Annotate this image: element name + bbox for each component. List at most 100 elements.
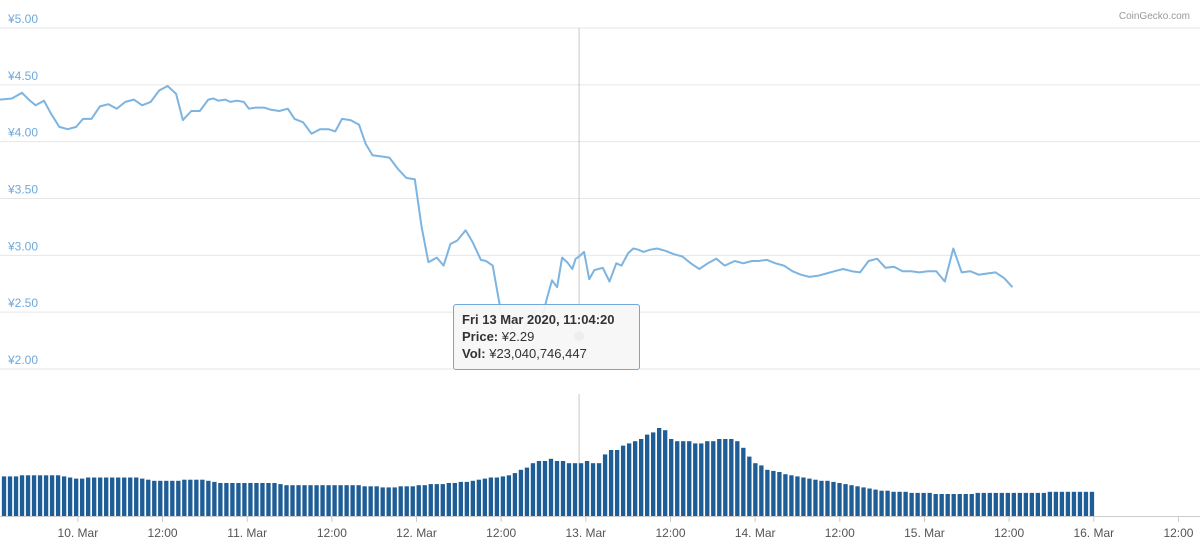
volume-bar [584, 461, 590, 516]
volume-bar [849, 485, 854, 516]
volume-bar [1005, 492, 1010, 516]
volume-bar [506, 475, 512, 516]
volume-bar [302, 485, 307, 516]
volume-bar [7, 476, 13, 516]
volume-bar [1089, 491, 1095, 516]
x-tick-label: 14. Mar [735, 526, 776, 540]
volume-bar [446, 483, 451, 516]
volume-bar [819, 480, 824, 516]
x-tick-label: 12:00 [486, 526, 516, 540]
volume-bar [801, 477, 806, 516]
volume-bar [626, 443, 632, 516]
volume-bar [98, 477, 103, 516]
volume-bar [13, 476, 19, 516]
x-tick-label: 13. Mar [565, 526, 606, 540]
volume-bar [735, 441, 740, 516]
volume-bar [711, 441, 716, 516]
volume-bar [92, 477, 97, 516]
volume-bar [308, 485, 313, 516]
volume-bar [669, 439, 674, 516]
x-tick-label: 12:00 [317, 526, 347, 540]
volume-bar [494, 477, 500, 516]
volume-bar [927, 492, 932, 516]
y-tick-label: ¥5.00 [7, 12, 38, 26]
volume-bar [110, 477, 115, 516]
volume-bar [939, 494, 944, 516]
volume-bar [470, 480, 476, 516]
volume-bar [999, 492, 1004, 516]
tooltip-date: Fri 13 Mar 2020, 11:04:20 [462, 311, 631, 328]
tooltip: Fri 13 Mar 2020, 11:04:20 Price: ¥2.29 V… [453, 304, 640, 370]
tooltip-date-text: Fri 13 Mar 2020, 11:04:20 [462, 312, 615, 327]
volume-bar [644, 434, 650, 516]
volume-bar [194, 479, 199, 516]
y-tick-label: ¥4.50 [7, 69, 38, 83]
x-tick-label: 12:00 [825, 526, 855, 540]
volume-bar [452, 483, 457, 516]
volume-bar [1029, 492, 1035, 516]
volume-bar [158, 480, 163, 516]
credit-label[interactable]: CoinGecko.com [1119, 11, 1190, 22]
volume-bar [1041, 492, 1047, 516]
volume-bar [440, 484, 445, 516]
volume-bar [771, 470, 776, 516]
volume-bar [717, 439, 722, 516]
volume-bar [236, 483, 241, 516]
x-tick-label: 10. Mar [58, 526, 99, 540]
volume-bar [831, 481, 836, 516]
volume-bar [464, 481, 469, 516]
volume-bar [25, 475, 31, 516]
volume-bar [693, 443, 698, 516]
volume-bar [723, 439, 728, 516]
volume-bar [921, 492, 926, 516]
volume-bar [759, 465, 764, 516]
volume-bar [813, 479, 818, 516]
volume-bar [891, 491, 896, 516]
volume-bar [795, 476, 800, 516]
y-tick-label: ¥3.50 [7, 183, 38, 197]
tooltip-vol-value: ¥23,040,746,447 [489, 346, 587, 361]
volume-bar [332, 485, 337, 516]
volume-bar [560, 461, 566, 516]
volume-bar [116, 477, 121, 516]
volume-bar [67, 477, 73, 516]
volume-bar [416, 485, 421, 516]
volume-bar [85, 477, 91, 516]
volume-bar [1035, 492, 1041, 516]
volume-bar [55, 475, 61, 516]
volume-bar [969, 494, 974, 516]
volume-bar [356, 485, 361, 516]
volume-bar [554, 461, 560, 516]
volume-bar [536, 461, 542, 516]
y-tick-label: ¥4.00 [7, 126, 38, 140]
volume-bar [122, 477, 127, 516]
volume-bar [458, 481, 463, 516]
tooltip-vol-label: Vol: [462, 346, 486, 361]
volume-bar [374, 486, 379, 516]
volume-bar [987, 492, 992, 516]
volume-bar [326, 485, 331, 516]
volume-bars [1, 428, 1095, 516]
volume-bar [410, 486, 415, 516]
volume-bar [747, 456, 752, 516]
tooltip-vol-row: Vol: ¥23,040,746,447 [462, 345, 631, 362]
volume-bar [975, 492, 980, 516]
volume-bar [188, 479, 193, 516]
volume-bar [602, 454, 608, 516]
x-tick-label: 12:00 [148, 526, 178, 540]
volume-bar [807, 478, 812, 516]
volume-bar [945, 494, 950, 516]
volume-bar [49, 475, 55, 516]
volume-bar [314, 485, 319, 516]
x-tick-label: 12. Mar [396, 526, 437, 540]
x-tick-label: 12:00 [1163, 526, 1193, 540]
volume-bar [632, 441, 638, 516]
volume-bar [19, 475, 25, 516]
volume-bar [873, 489, 878, 516]
volume-bar [254, 483, 259, 516]
volume-bar [176, 480, 181, 516]
volume-bar [1077, 491, 1083, 516]
volume-bar [699, 443, 704, 516]
volume-bar [741, 447, 746, 516]
volume-bar [993, 492, 998, 516]
